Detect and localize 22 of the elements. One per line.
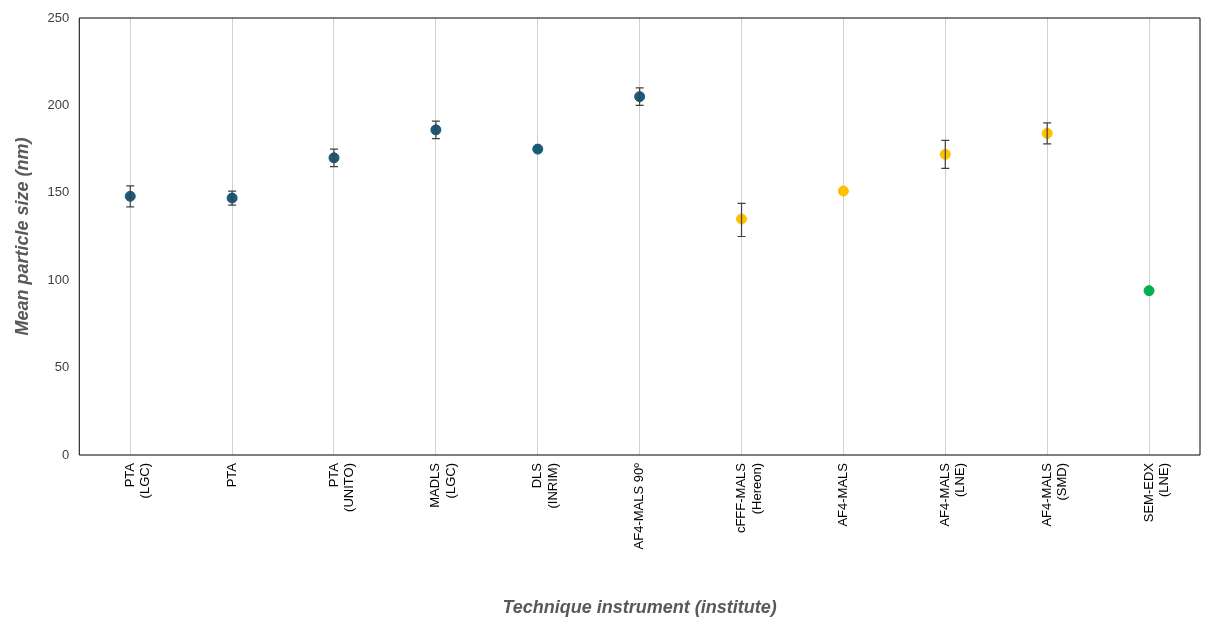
x-tick-label: cFFF-MALS (Hereon) [733, 462, 764, 534]
point [1143, 285, 1155, 297]
x-tick-label: AF4-MALS (LNE) [936, 462, 968, 527]
y-tick-label: 0 [62, 446, 70, 462]
x-tick-label: MADLS (LGC) [427, 462, 459, 508]
y-tick-label: 200 [47, 96, 70, 112]
x-tick-label: PTA [223, 462, 239, 488]
x-tick-label: PTA (UNITO) [325, 462, 357, 512]
x-tick-label: PTA (LGC) [121, 462, 153, 499]
x-tick-label: DLS (INRIM) [529, 462, 560, 509]
x-tick-label: AF4-MALS 90º [631, 462, 647, 550]
y-tick-label: 50 [54, 359, 70, 375]
x-axis-title: Technique instrument (institute) [502, 597, 777, 618]
x-tick-label: AF4-MALS (SMD) [1038, 462, 1070, 527]
point [837, 185, 849, 197]
y-tick-label: 250 [47, 9, 70, 25]
y-tick-label: 150 [47, 184, 70, 200]
y-tick-label: 100 [47, 271, 70, 287]
y-axis-title: Mean particle size (nm) [11, 137, 32, 336]
x-tick-label: AF4-MALS [834, 462, 850, 527]
point [532, 143, 544, 155]
x-tick-label: SEM-EDX (LNE) [1140, 462, 1172, 523]
